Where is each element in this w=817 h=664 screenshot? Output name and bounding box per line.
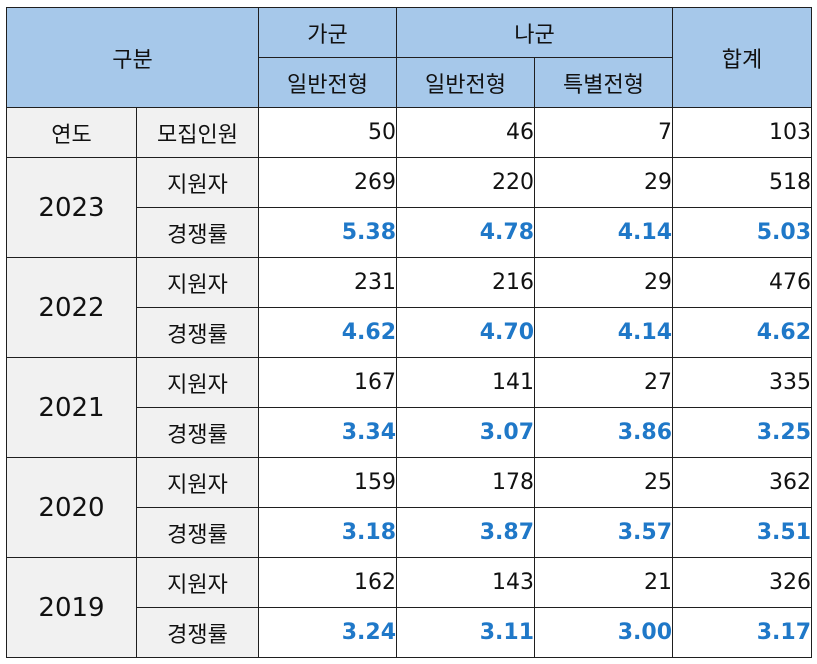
rate-label: 경쟁률 <box>136 507 259 558</box>
applicants-value: 162 <box>258 557 397 608</box>
year-cell: 2020 <box>6 457 137 558</box>
rate-value: 4.62 <box>258 307 397 358</box>
year-cell: 2021 <box>6 357 137 458</box>
rate-value: 3.24 <box>258 607 397 658</box>
applicants-row: 2020 지원자 159 178 25 362 <box>6 457 812 558</box>
applicants-value: 27 <box>534 357 673 408</box>
rate-value: 3.86 <box>534 407 673 458</box>
applicants-row: 2019 지원자 162 143 21 326 <box>6 557 812 658</box>
rate-label: 경쟁률 <box>136 607 259 658</box>
header-row-2: 일반전형 일반전형 특별전형 <box>7 57 812 108</box>
admissions-table: 구분 가군 나군 합계 일반전형 일반전형 특별전형 연도 모집인원 50 46… <box>6 7 812 658</box>
rate-label: 경쟁률 <box>136 207 259 258</box>
applicants-label: 지원자 <box>136 357 259 408</box>
na-general-header: 일반전형 <box>396 57 535 108</box>
total-header: 합계 <box>672 7 812 108</box>
applicants-label: 지원자 <box>136 257 259 308</box>
applicants-value: 335 <box>672 357 812 408</box>
applicants-label: 지원자 <box>136 457 259 508</box>
rate-value: 5.38 <box>258 207 397 258</box>
applicants-value: 167 <box>258 357 397 408</box>
rate-row: 경쟁률 5.38 4.78 4.14 5.03 <box>7 207 812 258</box>
quota-value: 50 <box>258 107 397 158</box>
rate-row: 경쟁률 3.24 3.11 3.00 3.17 <box>7 607 812 658</box>
applicants-label: 지원자 <box>136 157 259 208</box>
ga-general-header: 일반전형 <box>258 57 397 108</box>
applicants-value: 362 <box>672 457 812 508</box>
year-cell: 2022 <box>6 257 137 358</box>
applicants-value: 143 <box>396 557 535 608</box>
applicants-label: 지원자 <box>136 557 259 608</box>
rate-value: 3.17 <box>672 607 812 658</box>
rate-value: 3.25 <box>672 407 812 458</box>
rate-row: 경쟁률 3.18 3.87 3.57 3.51 <box>7 507 812 558</box>
quota-row: 연도 모집인원 50 46 7 103 <box>6 107 812 158</box>
year-cell: 2019 <box>6 557 137 658</box>
rate-value: 4.14 <box>534 307 673 358</box>
quota-value: 46 <box>396 107 535 158</box>
applicants-value: 141 <box>396 357 535 408</box>
year-label: 연도 <box>6 107 137 158</box>
rate-value: 4.70 <box>396 307 535 358</box>
applicants-value: 21 <box>534 557 673 608</box>
rate-value: 3.00 <box>534 607 673 658</box>
rate-label: 경쟁률 <box>136 307 259 358</box>
applicants-value: 216 <box>396 257 535 308</box>
rate-value: 4.14 <box>534 207 673 258</box>
quota-value: 103 <box>672 107 812 158</box>
applicants-value: 518 <box>672 157 812 208</box>
rate-label: 경쟁률 <box>136 407 259 458</box>
applicants-row: 2022 지원자 231 216 29 476 <box>6 257 812 358</box>
applicants-value: 231 <box>258 257 397 308</box>
rate-value: 4.78 <box>396 207 535 258</box>
applicants-value: 476 <box>672 257 812 308</box>
quota-value: 7 <box>534 107 673 158</box>
rate-value: 3.07 <box>396 407 535 458</box>
applicants-row: 2023 지원자 269 220 29 518 <box>6 157 812 258</box>
year-cell: 2023 <box>6 157 137 258</box>
header-row-1: 구분 가군 나군 합계 <box>6 7 812 108</box>
applicants-value: 220 <box>396 157 535 208</box>
applicants-row: 2021 지원자 167 141 27 335 <box>6 357 812 458</box>
category-header: 구분 <box>6 7 259 108</box>
applicants-value: 29 <box>534 157 673 208</box>
group-ga-header: 가군 <box>258 7 397 58</box>
quota-label: 모집인원 <box>136 107 259 158</box>
rate-value: 3.51 <box>672 507 812 558</box>
rate-value: 3.34 <box>258 407 397 458</box>
applicants-value: 326 <box>672 557 812 608</box>
applicants-value: 29 <box>534 257 673 308</box>
applicants-value: 178 <box>396 457 535 508</box>
na-special-header: 특별전형 <box>534 57 673 108</box>
rate-value: 3.87 <box>396 507 535 558</box>
rate-value: 3.11 <box>396 607 535 658</box>
applicants-value: 269 <box>258 157 397 208</box>
applicants-value: 25 <box>534 457 673 508</box>
applicants-value: 159 <box>258 457 397 508</box>
rate-value: 5.03 <box>672 207 812 258</box>
rate-row: 경쟁률 4.62 4.70 4.14 4.62 <box>7 307 812 358</box>
rate-value: 4.62 <box>672 307 812 358</box>
rate-value: 3.57 <box>534 507 673 558</box>
rate-value: 3.18 <box>258 507 397 558</box>
group-na-header: 나군 <box>396 7 673 58</box>
